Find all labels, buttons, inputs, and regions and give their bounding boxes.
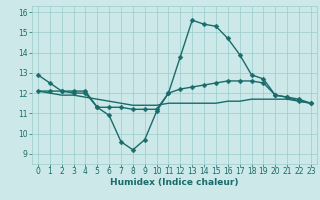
X-axis label: Humidex (Indice chaleur): Humidex (Indice chaleur) xyxy=(110,178,239,187)
